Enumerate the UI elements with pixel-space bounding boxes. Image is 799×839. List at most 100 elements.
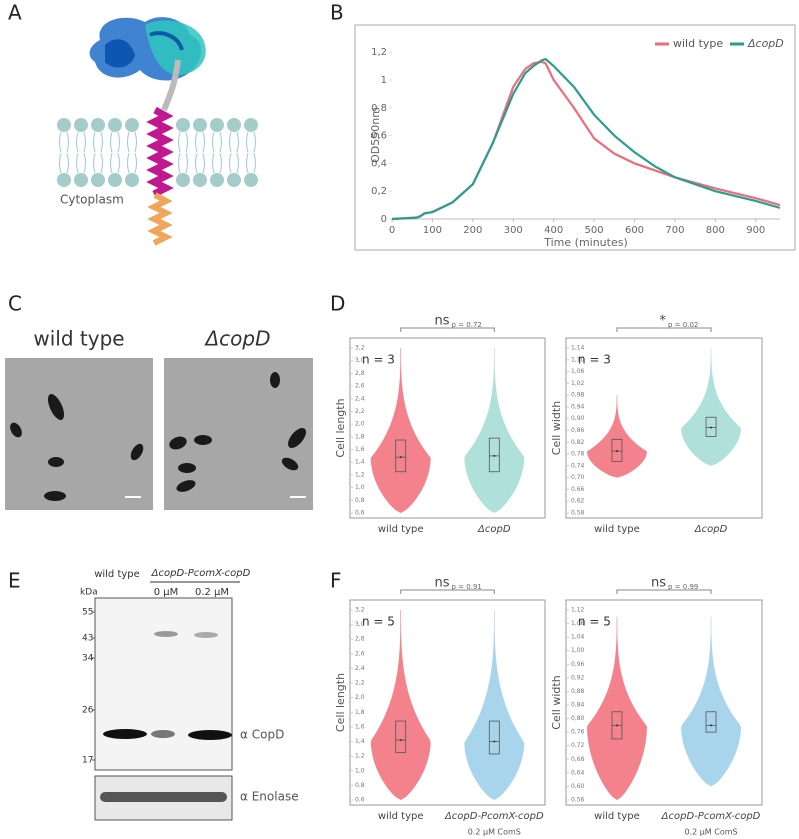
y-tick-label: 0,4 bbox=[371, 158, 387, 169]
y-tick-label: 2,0 bbox=[355, 694, 365, 701]
y-tick-label: 1,8 bbox=[355, 709, 365, 716]
y-tick-label: 0 bbox=[381, 214, 387, 225]
plot-frame bbox=[565, 599, 763, 806]
significance: ns bbox=[651, 576, 666, 591]
y-tick-label: 1 bbox=[381, 75, 387, 86]
y-tick-label: 0,88 bbox=[571, 688, 585, 695]
significance-bracket bbox=[400, 589, 495, 594]
significance: ns bbox=[434, 314, 449, 329]
median-dot bbox=[710, 724, 713, 727]
y-tick-label: 2,6 bbox=[355, 383, 365, 390]
y-tick-label: 0,6 bbox=[355, 797, 365, 804]
marker-label: 26 bbox=[82, 706, 94, 716]
y-tick-label: 0,74 bbox=[571, 462, 585, 469]
y-tick-label: 3,2 bbox=[355, 607, 365, 614]
median-dot bbox=[710, 426, 713, 429]
x-tick-label: 0 bbox=[389, 225, 395, 236]
marker-label: 43 bbox=[82, 634, 93, 644]
y-tick-label: 2,4 bbox=[355, 665, 365, 672]
y-tick-label: 0,56 bbox=[571, 797, 585, 804]
lane-label: wild type bbox=[94, 569, 140, 580]
y-tick-label: 0,90 bbox=[571, 415, 585, 422]
box bbox=[488, 720, 500, 755]
significance-bracket bbox=[400, 327, 495, 332]
y-axis-label: Cell length bbox=[334, 673, 347, 732]
x-tick-label: 600 bbox=[625, 225, 644, 236]
y-tick-label: 2,8 bbox=[355, 636, 365, 643]
median-dot bbox=[615, 724, 618, 727]
violin bbox=[370, 348, 431, 513]
y-tick-label: 1,2 bbox=[355, 753, 365, 760]
blot-band bbox=[100, 631, 232, 802]
y-tick-label: 0,98 bbox=[571, 392, 585, 399]
y-tick-label: 0,94 bbox=[571, 403, 585, 410]
membrane bbox=[57, 118, 258, 187]
y-axis-label: Cell width bbox=[550, 675, 563, 729]
x-tick-label: 800 bbox=[706, 225, 725, 236]
y-tick-label: 1,02 bbox=[571, 380, 585, 387]
y-tick-label: 0,8 bbox=[355, 497, 365, 504]
category-label: wild type bbox=[378, 811, 424, 822]
y-tick-label: 3,0 bbox=[355, 621, 365, 628]
box bbox=[395, 439, 407, 473]
y-tick-label: 2,0 bbox=[355, 421, 365, 428]
y-tick-label: 0,92 bbox=[571, 674, 585, 681]
x-tick-label: 100 bbox=[423, 225, 442, 236]
y-tick-label: 0,72 bbox=[571, 742, 585, 749]
panel-label: F bbox=[330, 569, 342, 593]
panel-label: C bbox=[8, 292, 22, 316]
y-tick-label: 2,8 bbox=[355, 370, 365, 377]
antibody-label: α Enolase bbox=[240, 790, 299, 804]
y-tick-label: 1,0 bbox=[355, 484, 365, 491]
y-tick-label: 0,66 bbox=[571, 486, 585, 493]
plot-frame bbox=[354, 24, 796, 251]
y-tick-label: 1,2 bbox=[371, 47, 387, 58]
x-tick-label: 700 bbox=[665, 225, 684, 236]
annotation: n = 3 bbox=[362, 353, 395, 367]
box bbox=[395, 720, 407, 753]
legend-label: wild type bbox=[673, 37, 723, 50]
violin bbox=[586, 395, 647, 478]
line-series bbox=[391, 57, 781, 221]
y-tick-label: 0,78 bbox=[571, 451, 585, 458]
median-dot bbox=[399, 456, 402, 459]
p-value: p = 0.02 bbox=[668, 321, 698, 329]
y-tick-label: 2,4 bbox=[355, 395, 365, 402]
plot-frame bbox=[349, 599, 546, 806]
y-tick-label: 0,76 bbox=[571, 729, 585, 736]
y-tick-label: 0,8 bbox=[371, 103, 387, 114]
violin bbox=[681, 348, 742, 466]
y-tick-label: 1,12 bbox=[571, 607, 585, 614]
y-tick-label: 0,58 bbox=[571, 510, 585, 517]
image-label: wild type bbox=[33, 327, 124, 351]
category-label: ΔcopD-PcomX-copD bbox=[444, 811, 544, 822]
y-tick-label: 1,08 bbox=[571, 620, 585, 627]
category-label: ΔcopD bbox=[477, 524, 511, 535]
p-value: p = 0.91 bbox=[452, 583, 482, 591]
plot-frame bbox=[565, 337, 763, 519]
y-tick-label: 0,6 bbox=[371, 131, 387, 142]
y-tick-label: 1,14 bbox=[571, 345, 585, 352]
panel-label: B bbox=[330, 1, 344, 25]
y-tick-label: 0,96 bbox=[571, 661, 585, 668]
y-axis-label: Cell length bbox=[334, 398, 347, 457]
y-tick-label: 1,06 bbox=[571, 368, 585, 375]
y-tick-label: 2,2 bbox=[355, 408, 365, 415]
x-axis-label: Time (minutes) bbox=[543, 236, 628, 249]
median-dot bbox=[399, 739, 402, 742]
category-label: wild type bbox=[594, 524, 640, 535]
y-tick-label: 1,2 bbox=[355, 471, 365, 478]
y-tick-label: 1,4 bbox=[355, 459, 365, 466]
median-dot bbox=[493, 454, 496, 457]
y-tick-label: 1,04 bbox=[571, 634, 585, 641]
y-tick-label: 1,00 bbox=[571, 647, 585, 654]
x-tick-label: 900 bbox=[746, 225, 765, 236]
y-tick-label: 1,6 bbox=[355, 723, 365, 730]
y-tick-label: 0,6 bbox=[355, 510, 365, 517]
median-dot bbox=[493, 740, 496, 743]
y-tick-label: 2,6 bbox=[355, 650, 365, 657]
antibody-label: α CopD bbox=[240, 728, 284, 742]
caption: Cytoplasm bbox=[60, 193, 124, 207]
micrograph bbox=[5, 358, 153, 510]
